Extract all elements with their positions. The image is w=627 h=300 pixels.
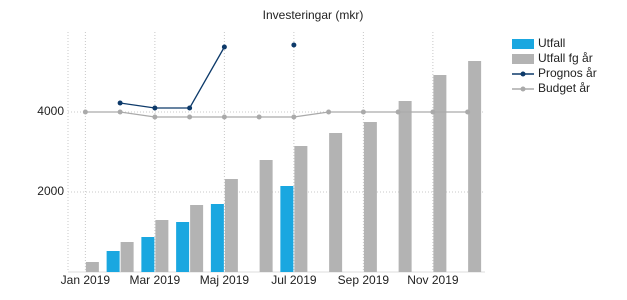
line-marker xyxy=(360,109,366,115)
line xyxy=(120,45,294,108)
bar xyxy=(280,186,294,272)
line-marker xyxy=(256,114,262,120)
legend-label: Budget år xyxy=(538,81,590,95)
line-marker xyxy=(291,42,297,48)
bar xyxy=(210,204,224,272)
bar xyxy=(155,220,169,272)
line-marker xyxy=(187,114,193,120)
bar xyxy=(398,101,412,272)
legend-label: Utfall xyxy=(538,36,565,50)
bar xyxy=(85,262,99,272)
line-marker xyxy=(117,100,123,106)
line-marker xyxy=(82,109,88,115)
x-tick-label: Sep 2019 xyxy=(338,273,390,287)
legend-swatch xyxy=(512,54,534,64)
x-tick-label: Jan 2019 xyxy=(61,273,111,287)
bar xyxy=(259,160,273,272)
bar xyxy=(106,251,120,272)
x-tick-label: Mar 2019 xyxy=(130,273,181,287)
legend-label: Utfall fg år xyxy=(538,51,593,65)
bar xyxy=(468,61,482,272)
line-marker xyxy=(430,109,436,115)
bar xyxy=(176,222,190,272)
bar xyxy=(120,242,134,272)
legend-marker xyxy=(520,71,526,77)
bar xyxy=(329,133,343,272)
x-tick-label: Jul 2019 xyxy=(271,273,317,287)
y-tick-label: 4000 xyxy=(37,104,64,118)
bar xyxy=(363,122,377,272)
line-marker xyxy=(326,109,332,115)
line-marker xyxy=(187,105,193,111)
bar xyxy=(224,179,238,272)
line-marker xyxy=(221,44,227,50)
chart-title: Investeringar (mkr) xyxy=(263,8,364,22)
legend-swatch xyxy=(512,39,534,49)
line-marker xyxy=(395,109,401,115)
legend-label: Prognos år xyxy=(538,66,597,80)
line-marker xyxy=(221,114,227,120)
legend-marker xyxy=(520,86,526,92)
bar xyxy=(294,146,308,272)
bar xyxy=(433,75,447,272)
line-marker xyxy=(152,105,158,111)
bar xyxy=(141,237,155,272)
bar xyxy=(190,205,204,272)
x-tick-label: Nov 2019 xyxy=(407,273,459,287)
line-marker xyxy=(117,109,123,115)
line xyxy=(85,111,468,118)
y-tick-label: 2000 xyxy=(37,184,64,198)
x-tick-label: Maj 2019 xyxy=(200,273,250,287)
line-marker xyxy=(291,114,297,120)
line-marker xyxy=(465,109,471,115)
line-marker xyxy=(152,114,158,120)
